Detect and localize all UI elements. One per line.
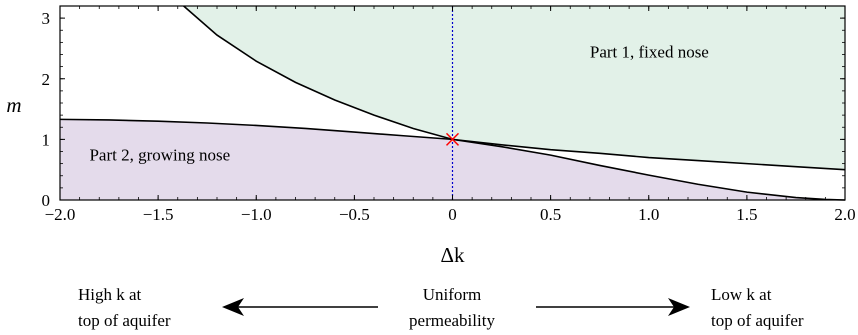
series-line-2 xyxy=(59,118,846,201)
x-tick-label: 0 xyxy=(448,205,457,224)
left-arrow xyxy=(222,298,378,316)
right-annotation-line1: Low k at xyxy=(711,285,772,304)
x-tick-label: 1.0 xyxy=(638,205,659,224)
y-tick-label: 1 xyxy=(42,130,51,149)
x-axis-title: Δk xyxy=(440,243,465,267)
x-tick-label: −2.0 xyxy=(45,205,76,224)
x-tick-label: 2.0 xyxy=(834,205,855,224)
y-axis-title: m xyxy=(6,93,21,117)
left-annotation-line2: top of aquifer xyxy=(78,311,171,330)
x-tick-label: −1.5 xyxy=(143,205,174,224)
y-tick-label: 0 xyxy=(42,191,51,210)
y-tick-label: 2 xyxy=(42,70,51,89)
region-label-part1: Part 1, fixed nose xyxy=(590,43,709,62)
x-tick-label: 0.5 xyxy=(540,205,561,224)
series-line-1 xyxy=(183,5,846,171)
right-arrow xyxy=(536,298,690,316)
x-tick-label: 1.5 xyxy=(736,205,757,224)
intersection-marker xyxy=(445,132,460,146)
x-tick-label: −1.0 xyxy=(241,205,272,224)
x-tick-label: −0.5 xyxy=(339,205,370,224)
y-tick-label: 3 xyxy=(42,9,51,28)
left-annotation-line1: High k at xyxy=(78,285,142,304)
region-label-part2: Part 2, growing nose xyxy=(89,146,230,165)
center-annotation-line1: Uniform xyxy=(423,285,482,304)
center-annotation-line2: permeability xyxy=(409,311,495,330)
right-annotation-line2: top of aquifer xyxy=(711,311,804,330)
